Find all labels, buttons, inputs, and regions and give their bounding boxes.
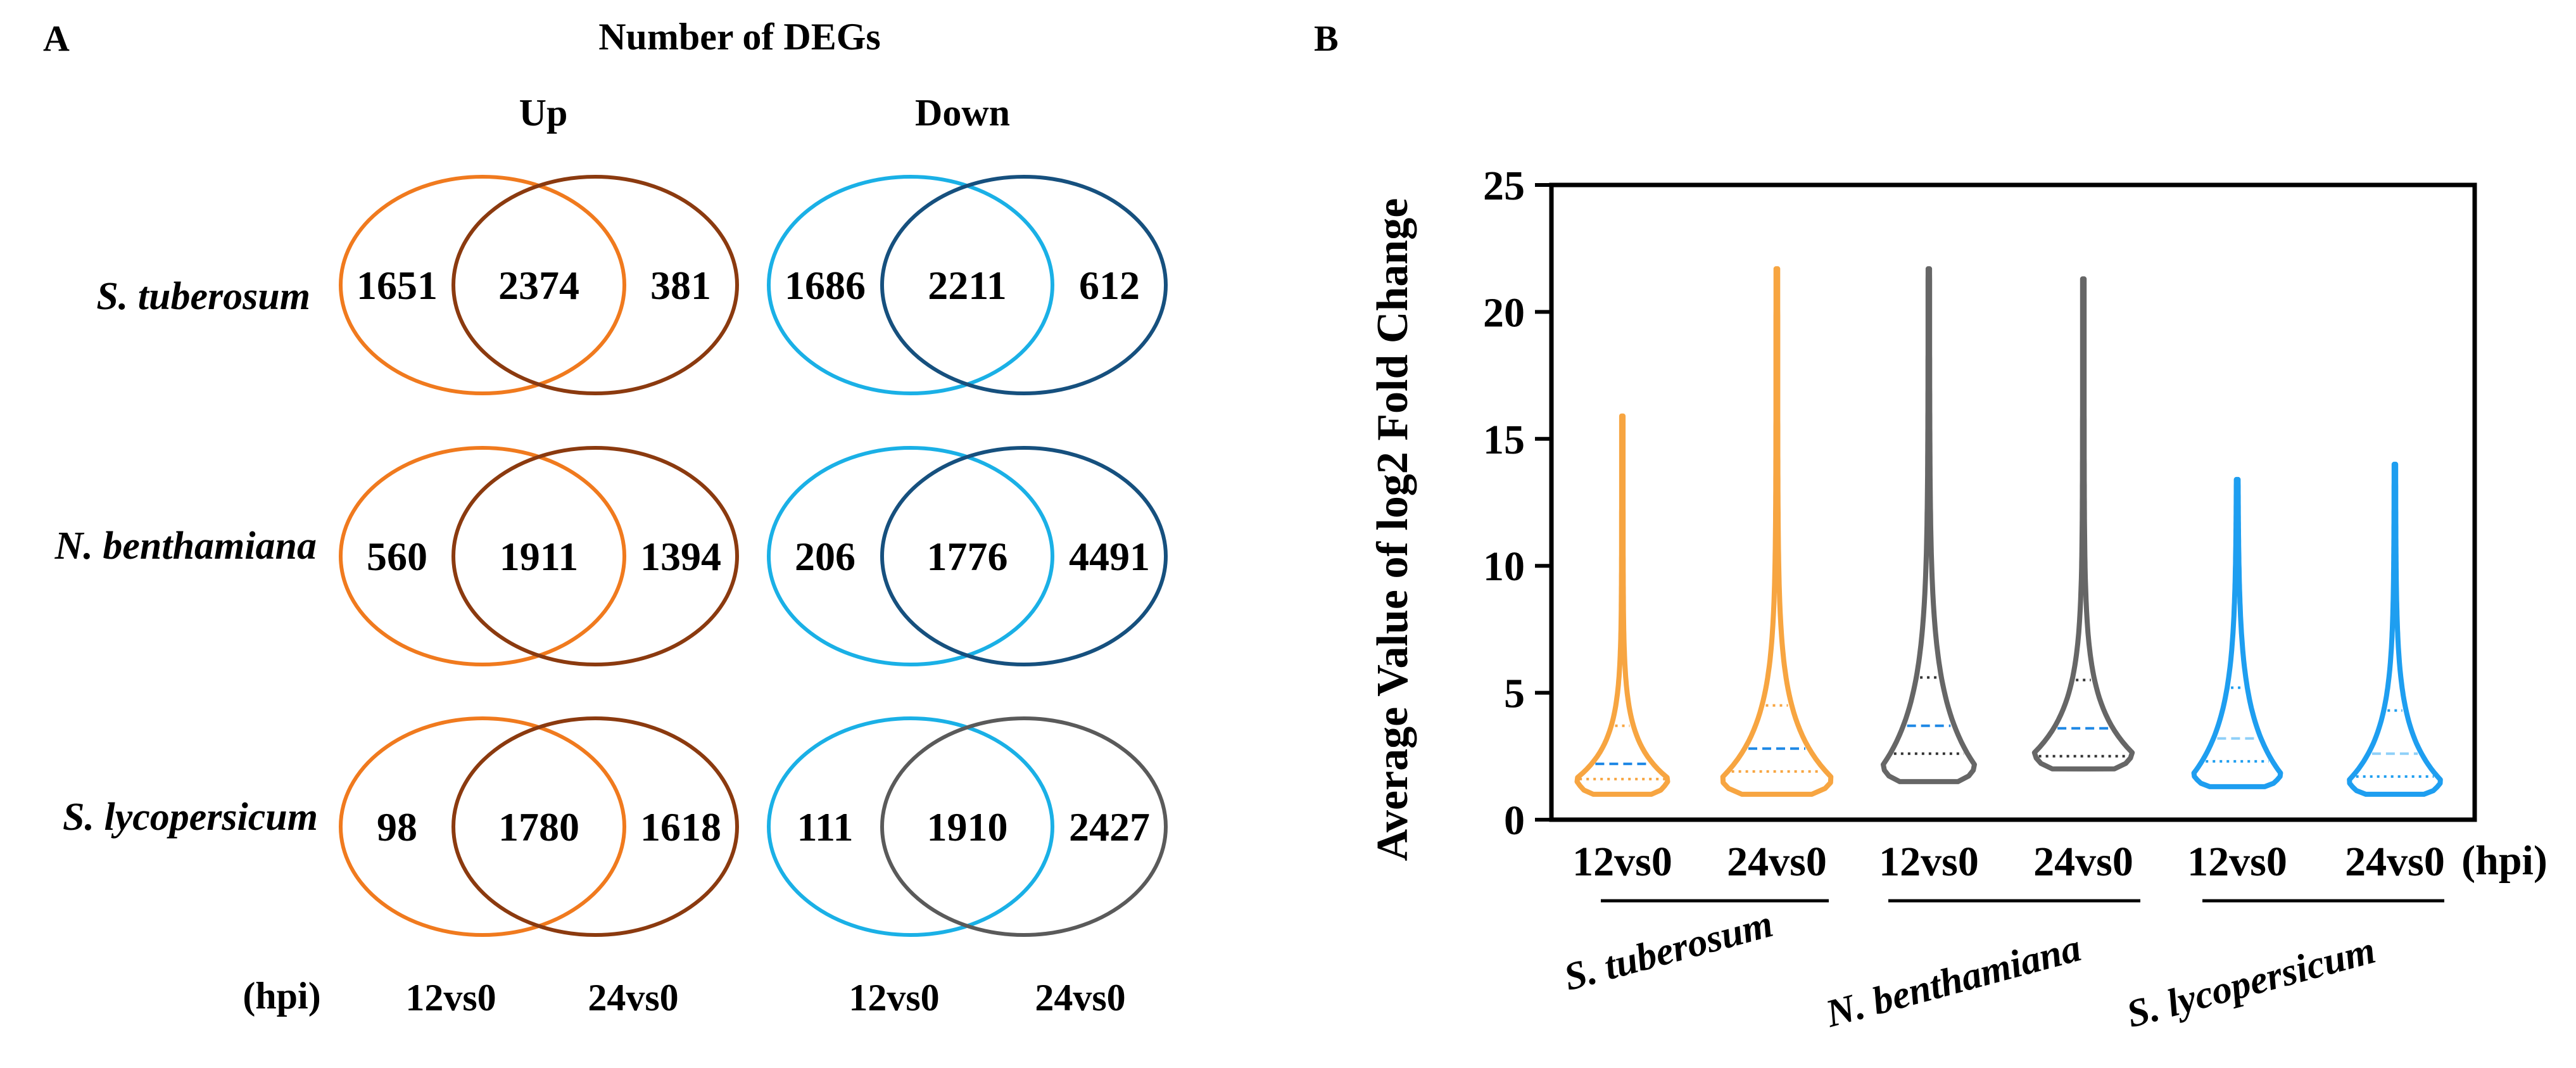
venn-circle-up-right (451, 716, 739, 937)
violin-1 (1720, 266, 1834, 797)
venn-count-up-left: 560 (367, 534, 427, 579)
panel-b-label: B (1314, 18, 1339, 59)
x-group-label: N. benthamiana (1821, 926, 2085, 1036)
violin-4 (2191, 476, 2283, 789)
venn-circle-down-right (880, 716, 1168, 937)
panel-a-label: A (43, 18, 70, 59)
venn-circle-up-left (339, 175, 626, 395)
venn-title: Number of DEGs (598, 16, 881, 58)
venn-count-down-mid: 1776 (927, 534, 1008, 579)
venn-diagrams: 1651 2374 381 1686 2211 612 560 1911 1394 206 1776… (339, 175, 1168, 937)
y-tick-label: 0 (1504, 798, 1525, 844)
venn-count-down-right: 4491 (1069, 534, 1150, 579)
venn-count-up-right: 1394 (640, 534, 721, 579)
x-category-label: 12vs0 (2187, 839, 2287, 885)
venn-count-down-left: 111 (797, 804, 854, 849)
violin-3 (2031, 276, 2135, 772)
x-category-label: 24vs0 (2345, 839, 2445, 885)
venn-count-up-left: 1651 (357, 263, 438, 308)
venn-circle-down-right (880, 446, 1168, 666)
x-category-label: 12vs0 (1572, 839, 1672, 885)
venn-circle-down-left (767, 175, 1054, 395)
venn-count-down-right: 2427 (1069, 804, 1150, 849)
species-label-n-benthamiana: N. benthamiana (54, 524, 317, 568)
venn-circle-up-right (451, 446, 739, 666)
venn-circle-down-left (767, 446, 1054, 666)
x-group-label: S. lycopersicum (2122, 929, 2380, 1036)
x-axis-unit: (hpi) (2461, 837, 2548, 884)
species-label-s-tuberosum: S. tuberosum (96, 275, 310, 318)
venn-count-up-right: 1618 (640, 804, 721, 849)
violin-0 (1574, 413, 1670, 797)
violin-5 (2347, 461, 2443, 797)
venn-footer-down-left: 12vs0 (849, 977, 939, 1019)
x-axis: 12vs0 24vs0 12vs0 24vs0 12vs0 24vs0 S. tuberos… (1560, 839, 2445, 1036)
venn-count-up-right: 381 (650, 263, 711, 308)
venn-count-up-mid: 1911 (500, 534, 578, 579)
venn-header-down: Down (915, 92, 1010, 134)
y-axis: 0 5 10 15 20 25 (1483, 163, 1551, 844)
venn-footer-unit: (hpi) (243, 975, 320, 1017)
x-category-label: 12vs0 (1879, 839, 1979, 885)
x-category-label: 24vs0 (1727, 839, 1827, 885)
venn-circle-up-left (339, 716, 626, 937)
venn-count-down-left: 1686 (785, 263, 866, 308)
y-tick-label: 25 (1483, 163, 1525, 209)
venn-footer-up-right: 24vs0 (588, 977, 678, 1019)
venn-count-down-mid: 1910 (927, 804, 1008, 849)
x-group-label: S. tuberosum (1560, 902, 1777, 999)
venn-count-down-right: 612 (1079, 263, 1140, 308)
venn-circle-up-left (339, 446, 626, 666)
plot-frame (1549, 182, 2477, 822)
y-tick-label: 20 (1483, 289, 1525, 336)
x-category-label: 24vs0 (2033, 839, 2133, 885)
venn-count-up-mid: 2374 (498, 263, 579, 308)
venn-circle-up-right (451, 175, 739, 395)
violins (1574, 266, 2443, 797)
venn-count-down-mid: 2211 (928, 263, 1006, 308)
venn-header-up: Up (519, 92, 568, 134)
y-tick-label: 10 (1483, 544, 1525, 590)
venn-circle-down-left (767, 716, 1054, 937)
species-label-s-lycopersicum: S. lycopersicum (63, 796, 318, 839)
venn-count-up-left: 98 (377, 804, 417, 849)
venn-footer-up-left: 12vs0 (405, 977, 496, 1019)
venn-footer-down-right: 24vs0 (1035, 977, 1125, 1019)
venn-count-down-left: 206 (795, 534, 856, 579)
y-tick-label: 15 (1483, 417, 1525, 463)
venn-count-up-mid: 1780 (498, 804, 579, 849)
venn-circle-down-right (880, 175, 1168, 395)
y-tick-label: 5 (1504, 671, 1525, 717)
violin-2 (1881, 266, 1977, 784)
y-axis-label: Average Value of log2 Fold Change (1368, 198, 1417, 861)
